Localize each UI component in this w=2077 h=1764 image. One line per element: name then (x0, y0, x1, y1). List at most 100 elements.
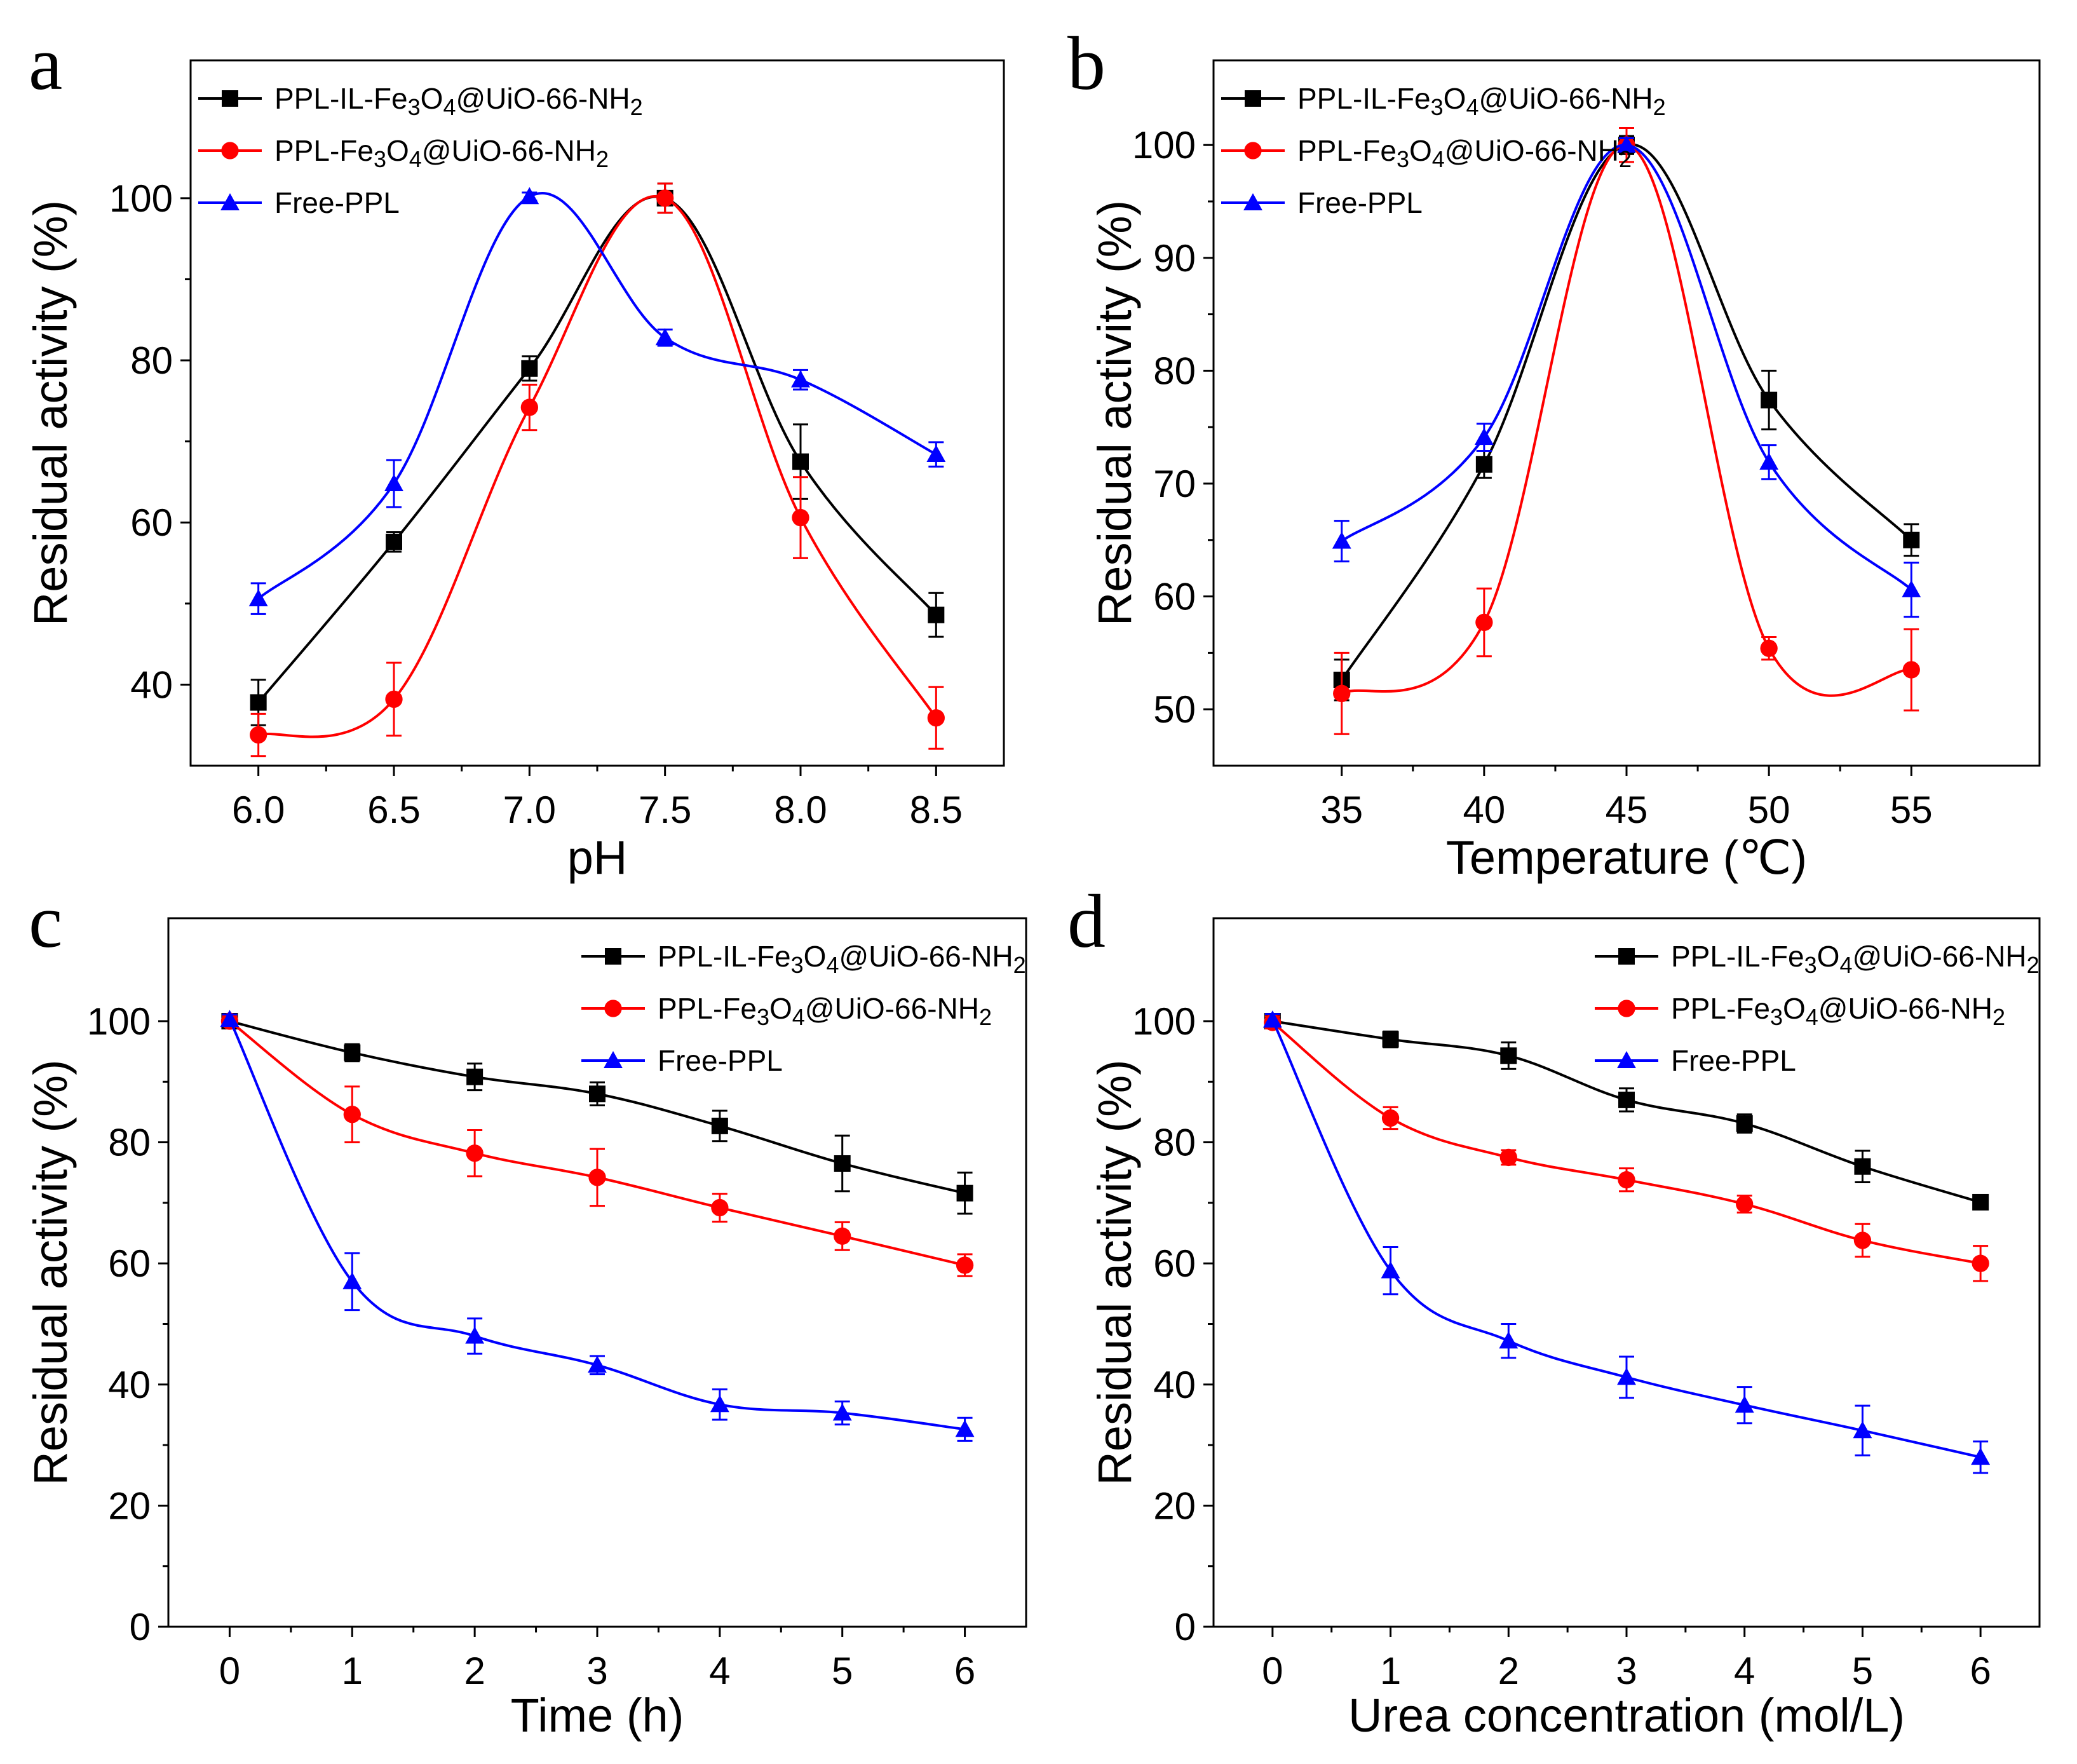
data-point (1902, 580, 1921, 597)
y-tick-label: 20 (108, 1484, 151, 1527)
data-point (1382, 1031, 1399, 1048)
data-point (1760, 639, 1778, 657)
data-point (1972, 1193, 1989, 1211)
x-tick-label: 1 (1380, 1650, 1401, 1692)
data-point (792, 508, 809, 527)
series-line (228, 1019, 965, 1431)
series-triangle (248, 187, 946, 615)
data-point (792, 453, 809, 470)
y-tick-label: 100 (1132, 1000, 1196, 1043)
legend-marker (222, 90, 238, 107)
x-tick-label: 1 (342, 1650, 363, 1692)
legend-marker (1618, 948, 1635, 965)
y-tick-label: 0 (1175, 1606, 1196, 1648)
data-point (589, 1085, 606, 1102)
series-triangle (1332, 135, 1921, 618)
x-tick-label: 40 (1463, 789, 1505, 831)
y-tick-label: 40 (130, 663, 173, 706)
legend-label: PPL-IL-Fe3O4@UiO-66-NH2 (1297, 82, 1666, 120)
y-axis: 50 60 70 80 90 100 (1132, 124, 1214, 731)
legend-label: PPL-IL-Fe3O4@UiO-66-NH2 (658, 940, 1026, 978)
x-tick-label: 8.5 (910, 789, 963, 831)
x-axis: 35 40 45 50 55 (1320, 766, 1933, 831)
legend: PPL-IL-Fe3O4@UiO-66-NH2 PPL-Fe3O4@UiO-66-… (581, 940, 1026, 1077)
x-tick-label: 7.5 (639, 789, 691, 831)
data-point (385, 690, 403, 709)
y-axis-label: Residual activity (%) (24, 200, 77, 626)
y-tick-label: 50 (1153, 688, 1196, 731)
series-line (1341, 143, 1912, 681)
data-point (588, 1169, 606, 1186)
data-point (1474, 428, 1494, 445)
data-point (711, 1198, 729, 1217)
x-tick-label: 50 (1748, 789, 1790, 831)
legend: PPL-IL-Fe3O4@UiO-66-NH2 PPL-Fe3O4@UiO-66-… (198, 82, 643, 219)
y-tick-label: 0 (130, 1606, 151, 1648)
data-point (1499, 1148, 1517, 1167)
legend-marker (1244, 142, 1262, 159)
legend-label: PPL-IL-Fe3O4@UiO-66-NH2 (1671, 940, 2040, 978)
data-point (956, 1184, 973, 1202)
data-point (1735, 1395, 1754, 1413)
legend-marker (1243, 193, 1262, 210)
data-point (520, 187, 539, 205)
panel-a: a 6.0 6.5 7.0 7.5 8.0 8.5 40 60 80 100 pH Residual a… (24, 21, 1005, 884)
x-tick-label: 5 (1852, 1650, 1873, 1692)
x-axis-label: Urea concentration (mol/L) (1348, 1689, 1905, 1742)
data-point (955, 1420, 975, 1437)
data-point (1761, 391, 1778, 409)
x-tick-label: 0 (219, 1650, 240, 1692)
x-axis-label: Temperature (℃) (1446, 831, 1807, 884)
legend-label: Free-PPL (1297, 186, 1423, 219)
y-tick-label: 100 (1132, 124, 1196, 166)
data-point (1618, 1171, 1635, 1189)
data-point (220, 1010, 240, 1028)
legend-label: PPL-Fe3O4@UiO-66-NH2 (1297, 134, 1632, 172)
series-line (229, 1020, 966, 1267)
y-tick-label: 80 (108, 1122, 151, 1164)
data-point (1972, 1254, 1989, 1272)
series-square (1264, 1013, 1989, 1211)
legend-marker (605, 948, 621, 965)
data-point (1333, 684, 1351, 702)
x-axis: 0 1 2 3 4 5 6 (1262, 1627, 1991, 1692)
x-tick-label: 3 (1616, 1650, 1637, 1692)
legend-marker (220, 193, 240, 210)
data-point (1903, 531, 1920, 548)
y-tick-label: 20 (1153, 1484, 1196, 1527)
y-tick-label: 70 (1153, 463, 1196, 505)
data-point (1902, 661, 1920, 679)
data-point (1500, 1047, 1517, 1064)
y-axis: 40 60 80 100 (109, 177, 191, 706)
legend-label: PPL-Fe3O4@UiO-66-NH2 (658, 992, 992, 1030)
legend-label: PPL-Fe3O4@UiO-66-NH2 (274, 134, 609, 172)
legend-marker (1618, 1000, 1635, 1017)
y-tick-label: 80 (1153, 1122, 1196, 1164)
legend: PPL-IL-Fe3O4@UiO-66-NH2 PPL-Fe3O4@UiO-66-… (1595, 940, 2040, 1077)
data-point (248, 589, 268, 607)
data-point (1618, 1091, 1635, 1108)
data-point (656, 189, 674, 207)
x-tick-label: 6.5 (367, 789, 420, 831)
x-axis: 6.0 6.5 7.0 7.5 8.0 8.5 (232, 766, 963, 831)
legend-label: Free-PPL (1671, 1044, 1796, 1077)
data-point (1736, 1195, 1754, 1213)
legend-marker (604, 1000, 622, 1017)
legend-label: PPL-IL-Fe3O4@UiO-66-NH2 (274, 82, 643, 120)
data-point (655, 328, 675, 346)
data-point (465, 1326, 485, 1344)
legend: PPL-IL-Fe3O4@UiO-66-NH2 PPL-Fe3O4@UiO-66-… (1221, 82, 1666, 219)
x-tick-label: 55 (1890, 789, 1933, 831)
data-point (1332, 531, 1351, 549)
x-tick-label: 6 (1970, 1650, 1991, 1692)
data-point (1475, 613, 1493, 632)
legend-marker (1245, 90, 1261, 107)
y-tick-label: 60 (108, 1242, 151, 1285)
series-square (1333, 135, 1920, 702)
legend-marker (604, 1051, 623, 1068)
y-axis: 0 20 40 60 80 100 (1132, 1000, 1214, 1648)
series-square (250, 182, 945, 726)
series-line (258, 195, 937, 738)
